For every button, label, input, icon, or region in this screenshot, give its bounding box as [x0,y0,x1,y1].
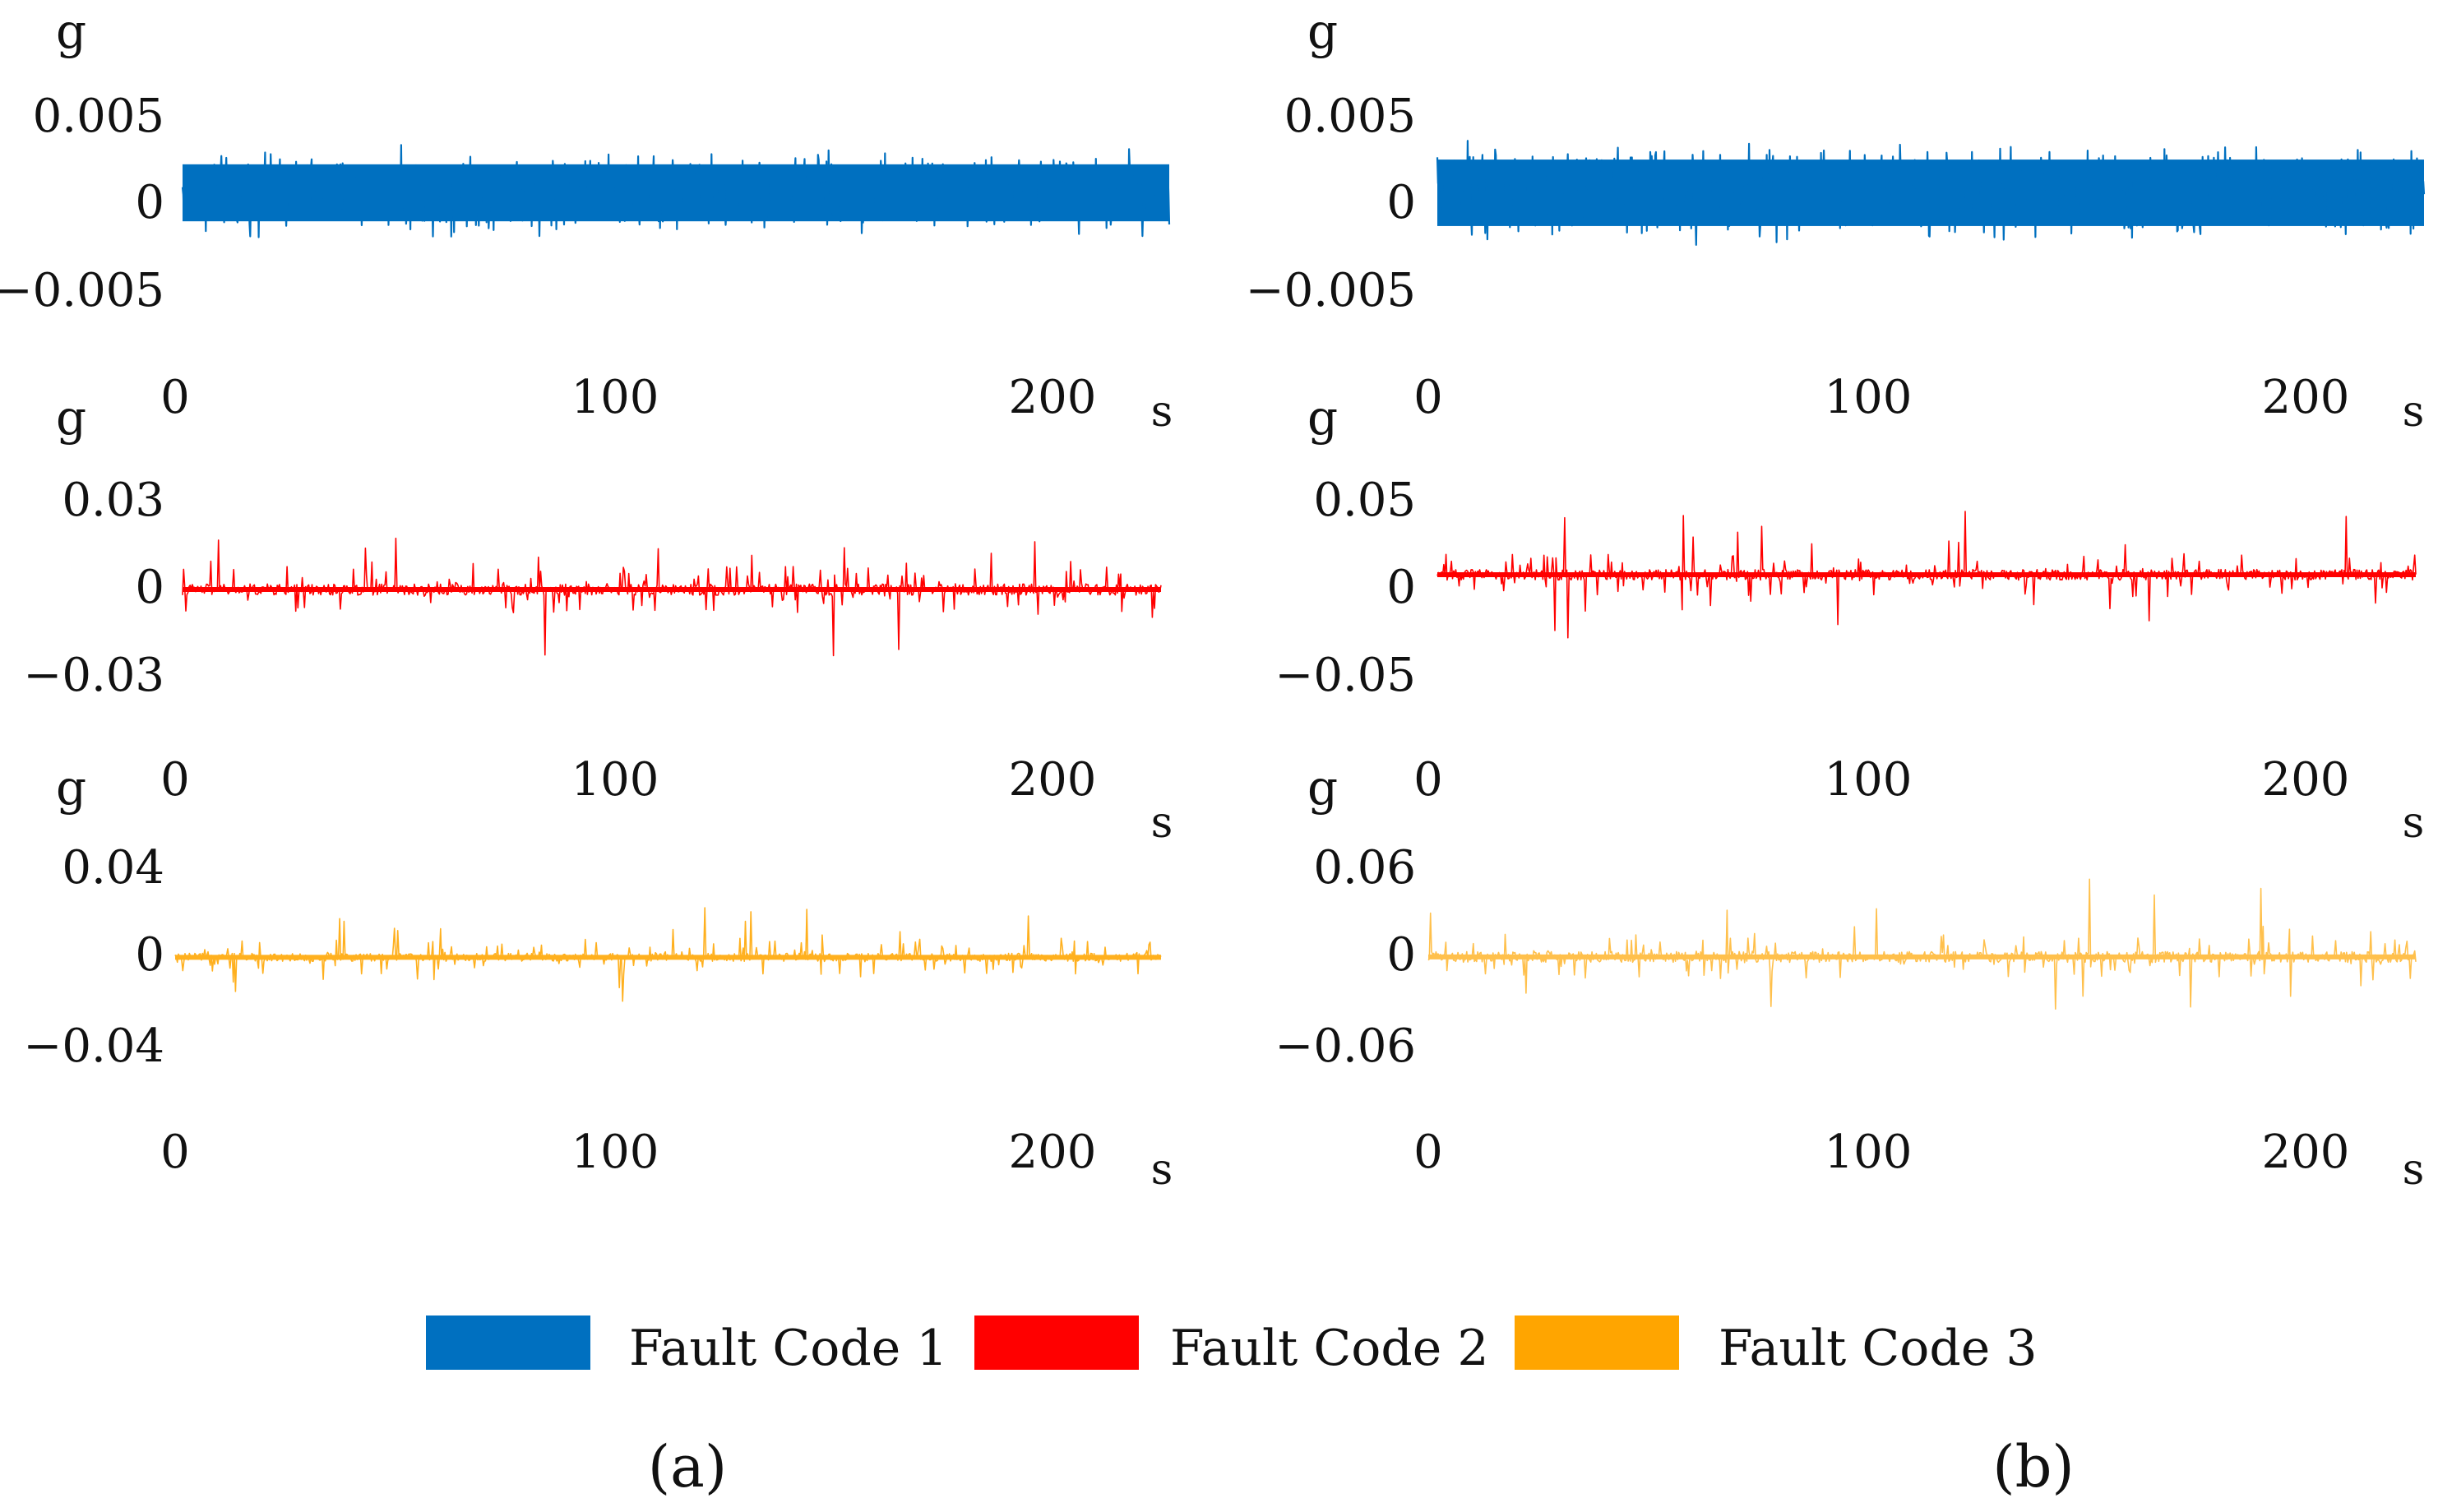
ylabel-b1: g [1307,3,1338,59]
xtick-200-a3: 200 [1009,1126,1097,1179]
plot-a3: g 0.04 0 −0.04 0 100 200 s [23,760,1173,1195]
panel-label-b: (b) [1992,1433,2074,1500]
xtick-100-b3: 100 [1825,1126,1913,1179]
xtick-100-a3: 100 [571,1126,659,1179]
ytick-bot-b2: −0.05 [1275,649,1416,702]
ytick-bot-b3: −0.06 [1275,1020,1416,1073]
ylabel-a3: g [56,760,86,816]
ytick-top-a1: 0.005 [33,90,164,143]
signal-trace-b3 [1427,878,2417,1010]
signal-line [182,537,1162,657]
ytick-bot-b1: −0.005 [1246,264,1416,317]
ytick-top-a2: 0.03 [62,474,164,527]
xlabel-a3: s [1151,1145,1173,1195]
ytick-top-a3: 0.04 [62,841,164,895]
ytick-top-b3: 0.06 [1313,841,1416,895]
ytick-bot-a1: −0.005 [0,264,164,317]
ytick-top-b2: 0.05 [1313,474,1416,527]
legend-label-fault-code-1: Fault Code 1 [629,1320,948,1377]
ytick-top-b1: 0.005 [1284,90,1416,143]
plot-b3: g 0.06 0 −0.06 0 100 200 s [1275,760,2424,1195]
ytick-mid-a1: 0 [135,176,164,229]
xtick-0-b3: 0 [1413,1126,1443,1179]
xtick-100-a2: 100 [571,753,659,807]
plot-b1: g 0.005 0 −0.005 0 100 200 s [1246,3,2426,437]
legend-label-fault-code-2: Fault Code 2 [1170,1320,1489,1377]
xlabel-a1: s [1151,387,1173,437]
xtick-100-b1: 100 [1825,371,1913,424]
xtick-200-a2: 200 [1009,753,1097,807]
signal-trace-a1 [181,144,1171,238]
plot-a2: g 0.03 0 −0.03 0 100 200 s [23,390,1173,848]
ytick-mid-a3: 0 [135,928,164,982]
ytick-mid-a2: 0 [135,561,164,614]
signal-line [181,144,1171,238]
xtick-200-b2: 200 [2262,753,2350,807]
plot-a1: g 0.005 0 −0.005 0 100 200 s [0,3,1173,437]
legend-swatch-fault-code-1 [426,1315,590,1370]
ytick-mid-b3: 0 [1386,928,1416,982]
xtick-100-a1: 100 [571,371,659,424]
plot-b2: g 0.05 0 −0.05 0 100 200 s [1275,390,2424,848]
signal-line [1427,878,2417,1010]
xtick-0-b2: 0 [1413,753,1443,807]
xlabel-b3: s [2403,1145,2425,1195]
signal-trace-a3 [174,907,1162,1002]
signal-trace-b2 [1436,511,2417,639]
legend-label-fault-code-3: Fault Code 3 [1719,1320,2038,1377]
legend: Fault Code 1 Fault Code 2 Fault Code 3 [426,1315,2038,1377]
signal-line [1436,140,2426,246]
xtick-200-b3: 200 [2262,1126,2350,1179]
ytick-mid-b1: 0 [1386,176,1416,229]
ylabel-a2: g [56,390,86,446]
xtick-0-a1: 0 [160,371,190,424]
ytick-bot-a3: −0.04 [23,1020,164,1073]
xtick-0-a2: 0 [160,753,190,807]
xtick-0-a3: 0 [160,1126,190,1179]
xlabel-a2: s [1151,798,1173,848]
ylabel-a1: g [56,3,86,59]
xtick-200-a1: 200 [1009,371,1097,424]
signal-line [174,907,1162,1002]
xtick-0-b1: 0 [1413,371,1443,424]
xtick-100-b2: 100 [1825,753,1913,807]
panel-label-a: (a) [648,1433,727,1500]
signal-trace-b1 [1436,140,2426,246]
legend-swatch-fault-code-3 [1515,1315,1679,1370]
legend-swatch-fault-code-2 [974,1315,1139,1370]
xlabel-b1: s [2403,387,2425,437]
xlabel-b2: s [2403,798,2425,848]
ytick-bot-a2: −0.03 [23,649,164,702]
ylabel-b2: g [1307,390,1338,446]
xtick-200-b1: 200 [2262,371,2350,424]
signal-trace-a2 [182,537,1162,657]
ytick-mid-b2: 0 [1386,561,1416,614]
ylabel-b3: g [1307,760,1338,816]
